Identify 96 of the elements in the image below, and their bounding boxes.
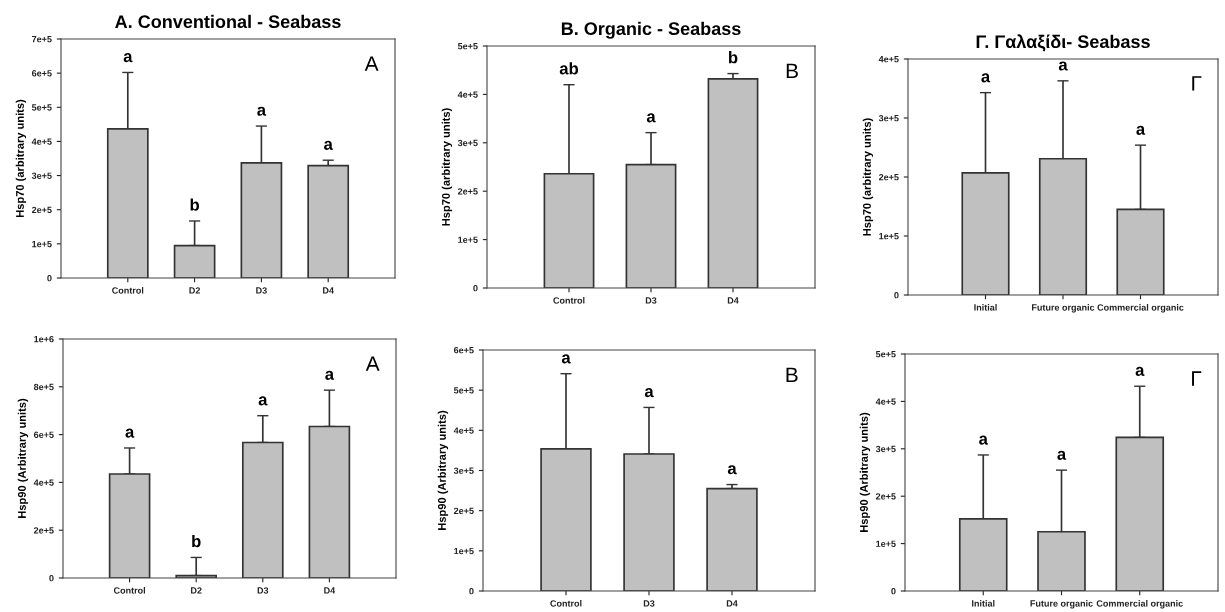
x-tick-label: Initial: [972, 600, 995, 607]
y-tick-label: 1e+6: [34, 335, 54, 343]
x-tick-label: Control: [553, 297, 585, 304]
y-tick-label: 5e+5: [31, 104, 52, 111]
annotation: B: [786, 63, 798, 79]
y-tick-label: 0: [894, 291, 899, 299]
y-tick-label: 0: [891, 587, 896, 595]
x-tick-label: Control: [112, 287, 144, 294]
bar: [707, 78, 759, 288]
y-axis-title: Hsp90 (Arbitrary units): [859, 412, 871, 532]
x-tick-label: D4: [323, 287, 334, 294]
annotation: a: [646, 113, 656, 123]
x-tick-label: Commercial organic: [1096, 600, 1183, 609]
x-tick-label: Control: [550, 600, 582, 607]
annotation: Γ: [1192, 76, 1202, 91]
y-axis-title: Hsp70 (arbitrary units): [862, 118, 874, 236]
y-axis-title: Hsp90 (Arbitrary units): [17, 398, 29, 518]
chart-title: Γ. Γαλαξίδι- Seabass: [976, 34, 1150, 52]
annotation: a: [125, 428, 135, 438]
annotation: b: [729, 51, 738, 64]
annotation: a: [561, 354, 571, 364]
y-tick-label: 5e+5: [453, 387, 474, 394]
x-tick-label: D3: [257, 587, 269, 594]
annotation: a: [1057, 450, 1067, 460]
chart-title: B. Organic - Seabass: [561, 21, 741, 39]
y-tick-label: 1e+5: [32, 240, 52, 248]
x-tick-label: D3: [643, 600, 655, 607]
x-tick-label: Commercial organic: [1097, 304, 1184, 313]
y-tick-label: 6e+5: [33, 431, 54, 438]
x-tick-label: D2: [189, 287, 201, 294]
bar: [706, 487, 758, 591]
annotation: ab: [559, 62, 579, 75]
y-tick-label: 6e+5: [31, 70, 52, 77]
annotation: a: [123, 53, 133, 63]
y-tick-label: 8e+5: [33, 383, 54, 391]
annotation: a: [1058, 61, 1068, 71]
x-tick-label: D4: [727, 297, 739, 304]
y-tick-label: 6e+5: [453, 346, 474, 354]
annotation: a: [981, 73, 991, 83]
y-tick-label: 4e+5: [457, 91, 478, 98]
y-tick-label: 1e+5: [458, 236, 478, 243]
y-tick-label: 2e+5: [457, 188, 478, 195]
y-tick-label: 0: [47, 274, 52, 282]
x-tick-label: Initial: [974, 304, 997, 311]
annotation: Γ: [1192, 371, 1202, 386]
y-tick-label: 4e+5: [875, 398, 896, 405]
y-tick-label: 0: [473, 284, 478, 292]
y-tick-label: 3e+5: [875, 445, 896, 453]
y-axis-title: Hsp70 (arbitrary units): [441, 108, 453, 226]
y-tick-label: 5e+5: [875, 351, 896, 358]
y-tick-label: 0: [49, 574, 54, 582]
chart-title: A. Conventional - Seabass: [115, 14, 341, 29]
annotation: a: [1136, 125, 1146, 135]
x-tick-label: Future organic: [1032, 304, 1095, 313]
y-tick-label: 4e+5: [33, 479, 54, 486]
y-tick-label: 2e+5: [31, 206, 52, 214]
x-tick-label: Control: [113, 587, 146, 594]
annotation: a: [727, 465, 737, 475]
y-tick-label: 2e+5: [33, 527, 54, 534]
x-tick-label: D3: [256, 287, 267, 294]
x-tick-label: D4: [726, 600, 738, 607]
annotation: a: [257, 106, 267, 116]
y-tick-label: 3e+5: [31, 172, 52, 179]
y-tick-label: 3e+5: [453, 467, 474, 474]
y-axis-title: Hsp90 (Arbitrary units): [437, 410, 449, 530]
y-tick-label: 7e+5: [32, 36, 52, 43]
y-tick-label: 5e+5: [457, 43, 478, 50]
y-axis-title: Hsp70 (arbitrary units): [15, 99, 27, 218]
annotation: a: [325, 370, 335, 380]
annotation: A: [365, 356, 380, 371]
y-tick-label: 3e+5: [878, 114, 899, 122]
y-tick-label: 1e+5: [876, 540, 896, 547]
y-tick-label: 4e+5: [878, 56, 899, 63]
y-tick-label: 4e+5: [453, 427, 474, 434]
y-tick-label: 4e+5: [31, 138, 52, 145]
annotation: a: [258, 396, 268, 406]
x-tick-label: D4: [324, 587, 336, 594]
annotation: a: [979, 435, 988, 445]
y-tick-label: 1e+5: [454, 547, 474, 555]
x-tick-label: D3: [645, 297, 657, 304]
annotation: b: [190, 198, 200, 211]
y-tick-label: 2e+5: [453, 507, 474, 515]
annotation: A: [364, 56, 379, 71]
annotation: B: [786, 367, 798, 382]
y-tick-label: 2e+5: [875, 493, 896, 500]
bar: [307, 164, 350, 278]
x-tick-label: Future organic: [1030, 600, 1093, 609]
annotation: a: [1135, 366, 1145, 376]
annotation: b: [192, 534, 201, 548]
x-tick-label: D2: [191, 587, 202, 594]
y-tick-label: 3e+5: [457, 139, 478, 147]
annotation: a: [644, 388, 654, 398]
annotation: a: [324, 140, 333, 150]
y-tick-label: 0: [469, 587, 474, 595]
y-tick-label: 2e+5: [878, 173, 899, 181]
y-tick-label: 1e+5: [879, 233, 899, 240]
